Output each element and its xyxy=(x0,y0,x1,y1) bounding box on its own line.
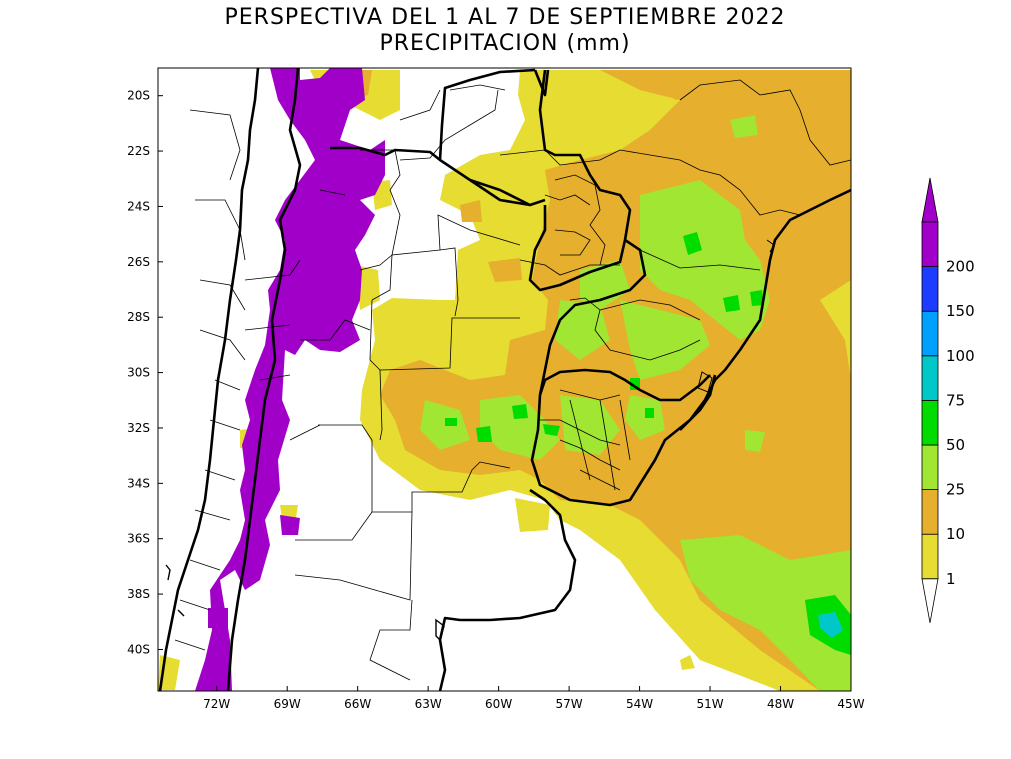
lakes xyxy=(697,239,775,393)
title-line-1: PERSPECTIVA DEL 1 AL 7 DE SEPTIEMBRE 202… xyxy=(225,5,786,30)
map-frame xyxy=(157,67,852,692)
legend-color-box xyxy=(921,399,939,446)
coastline-details xyxy=(165,564,445,642)
legend-level-label: 150 xyxy=(946,302,975,320)
lat-tick-label: 34S xyxy=(127,476,150,490)
legend-underflow-triangle xyxy=(921,578,939,623)
legend-level-label: 50 xyxy=(946,436,965,454)
legend-color-box xyxy=(921,489,939,535)
lon-tick-label: 57W xyxy=(556,697,583,711)
lat-tick-label: 20S xyxy=(127,89,150,103)
lat-tick-label: 24S xyxy=(127,199,150,213)
legend-level-label: 75 xyxy=(946,391,965,409)
legend-level-label: 25 xyxy=(946,481,965,499)
precip-shading-200mm xyxy=(195,68,385,691)
legend-color-box xyxy=(921,310,939,357)
legend-color-box xyxy=(921,444,939,490)
legend-level-label: 1 xyxy=(946,570,956,588)
lon-tick-label: 54W xyxy=(626,697,653,711)
precipitation-legend: 1 10 25 50 75 100 150 200 xyxy=(921,177,975,623)
map-area xyxy=(158,68,851,691)
lat-tick-label: 32S xyxy=(127,421,150,435)
legend-level-label: 100 xyxy=(946,347,975,365)
legend-color-box xyxy=(921,266,939,312)
lat-tick-label: 40S xyxy=(127,642,150,656)
latitude-axis: 20S 22S 24S 26S 28S 30S 32S 34S 36S 38S 40S xyxy=(127,89,163,656)
lat-tick-label: 38S xyxy=(127,587,150,601)
lat-tick-label: 36S xyxy=(127,532,150,546)
lon-tick-label: 66W xyxy=(344,697,371,711)
lon-tick-label: 69W xyxy=(274,697,301,711)
lon-tick-label: 51W xyxy=(696,697,723,711)
lon-tick-label: 45W xyxy=(837,697,864,711)
legend-level-label: 10 xyxy=(946,525,965,543)
legend-color-box xyxy=(921,221,939,267)
lon-tick-label: 63W xyxy=(415,697,442,711)
lat-tick-label: 30S xyxy=(127,366,150,380)
legend-overflow-triangle xyxy=(921,177,939,223)
longitude-axis: 72W 69W 66W 63W 60W 57W 54W 51W 48W 45W xyxy=(203,686,865,711)
lon-tick-label: 60W xyxy=(485,697,512,711)
lon-tick-label: 48W xyxy=(767,697,794,711)
lat-tick-label: 28S xyxy=(127,310,150,324)
lat-tick-label: 22S xyxy=(127,144,150,158)
lon-tick-label: 72W xyxy=(203,697,230,711)
country-boundaries xyxy=(158,68,851,691)
lat-tick-label: 26S xyxy=(127,255,150,269)
legend-color-box xyxy=(921,355,939,401)
precip-shading-75mm xyxy=(818,612,843,638)
legend-level-label: 200 xyxy=(946,258,975,276)
title-line-2: PRECIPITACION (mm) xyxy=(379,31,630,56)
legend-color-box xyxy=(921,533,939,580)
